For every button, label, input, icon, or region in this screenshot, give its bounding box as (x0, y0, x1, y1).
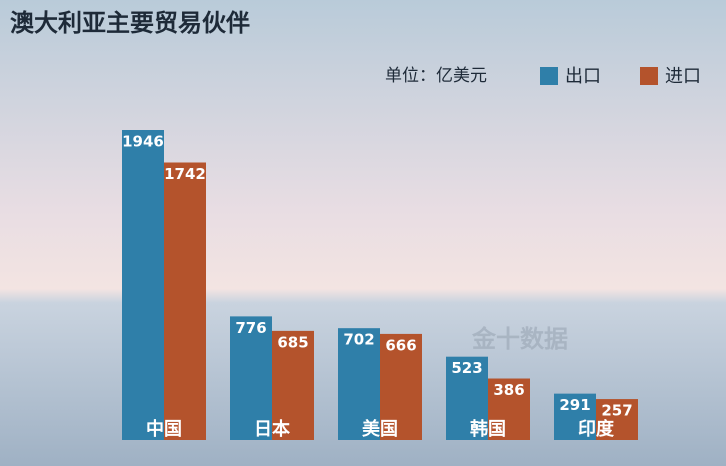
value-label: 257 (601, 402, 632, 420)
value-label: 702 (343, 331, 374, 349)
value-label: 1946 (122, 133, 164, 151)
unit-label: 单位：亿美元 (385, 66, 487, 86)
legend-label: 出口 (565, 66, 601, 87)
bar (122, 130, 164, 440)
category-label: 日本 (254, 418, 290, 440)
value-label: 386 (493, 381, 524, 399)
category-label: 印度 (578, 418, 615, 440)
bar (164, 162, 206, 440)
category-label: 美国 (362, 418, 398, 440)
legend-label: 进口 (665, 66, 701, 87)
bar (596, 399, 638, 440)
legend-swatch (540, 67, 558, 85)
value-label: 776 (235, 319, 266, 337)
value-label: 666 (385, 336, 416, 354)
category-label: 中国 (146, 418, 182, 440)
bar (380, 333, 422, 440)
value-label: 1742 (164, 165, 206, 183)
legend-swatch (640, 67, 658, 85)
bar (488, 378, 530, 440)
bar (554, 393, 596, 440)
bar (230, 316, 272, 440)
bar (338, 328, 380, 440)
bar (446, 356, 488, 440)
value-label: 685 (277, 333, 308, 351)
bar (272, 330, 314, 440)
watermark: 金十数据 (471, 325, 568, 353)
chart-title: 澳大利亚主要贸易伙伴 (10, 9, 250, 37)
value-label: 291 (559, 396, 590, 414)
category-label: 韩国 (470, 418, 506, 440)
value-label: 523 (451, 359, 482, 377)
